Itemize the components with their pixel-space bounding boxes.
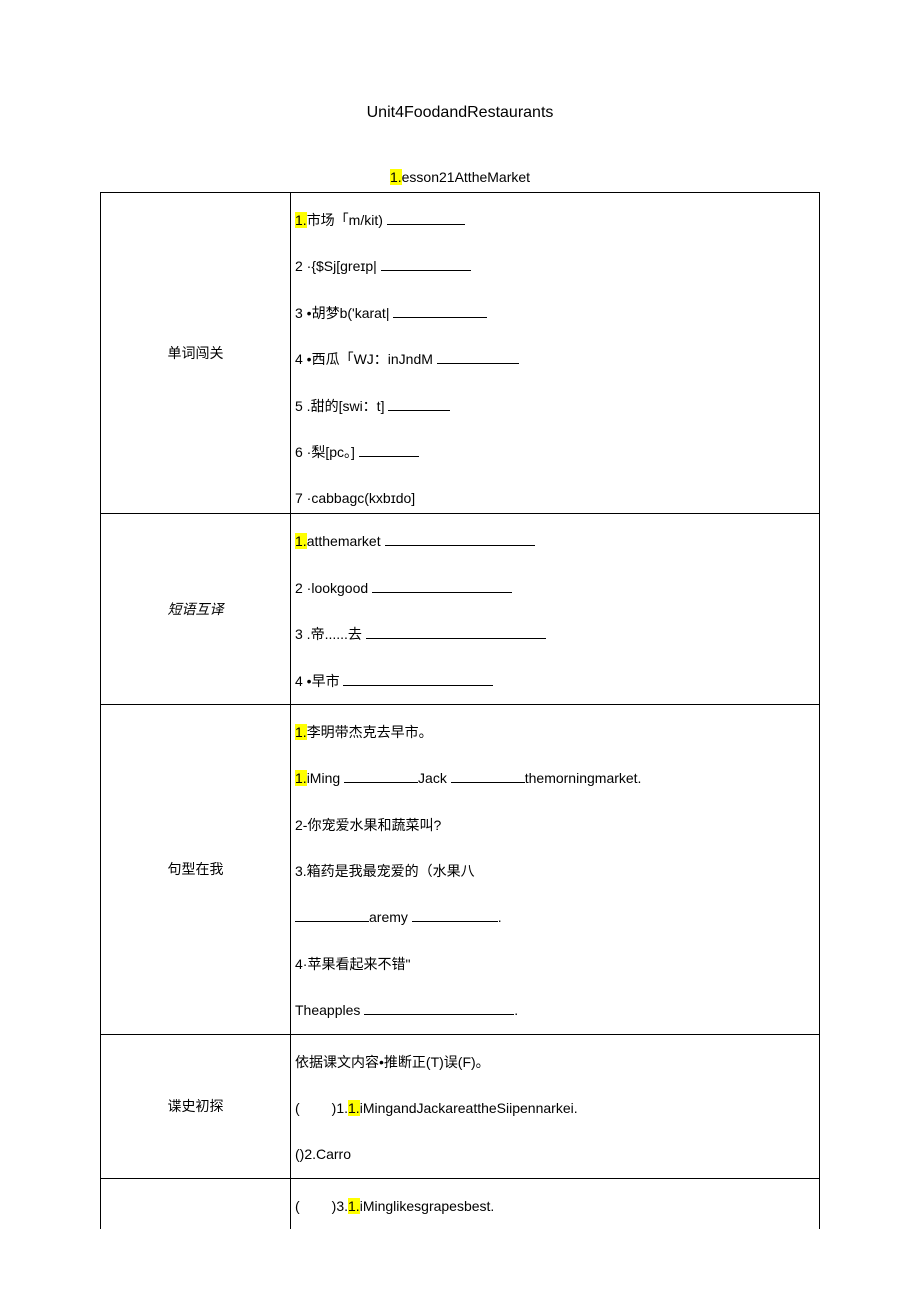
content-item: 2-你宠爱水果和蔬菜叫? (295, 814, 815, 836)
content-item: 3 •胡梦b('karat| (295, 302, 815, 324)
fill-blank[interactable] (385, 545, 535, 546)
fill-blank[interactable] (295, 921, 369, 922)
fill-blank[interactable] (393, 317, 487, 318)
fill-blank[interactable] (412, 921, 498, 922)
content-item: 3 .帝......去 (295, 623, 815, 645)
highlight: 1. (295, 724, 307, 740)
content-item: 2 ·lookgood (295, 577, 815, 599)
section-content: 依据课文内容•推断正(T)误(F)。 ()1.1.iMingandJackarea… (291, 1034, 820, 1178)
content-item: ()1.1.iMingandJackareattheSiipennarkei. (295, 1097, 815, 1119)
section-label: 谍史初探 (101, 1034, 291, 1178)
highlight: 1. (348, 1198, 360, 1214)
content-item: 依据课文内容•推断正(T)误(F)。 (295, 1051, 815, 1073)
content-item: 4 •早市 (295, 670, 815, 692)
highlight: 1. (295, 533, 307, 549)
fill-blank[interactable] (344, 782, 418, 783)
content-item: 1.iMing Jack themorningmarket. (295, 767, 815, 789)
content-item: aremy . (295, 906, 815, 928)
fill-blank[interactable] (437, 363, 519, 364)
content-item: ()3.1.iMinglikesgrapesbest. (295, 1195, 815, 1217)
worksheet-table: 单词闯关1.市场「m/kit) 2 ·{$Sj[greɪp| 3 •胡梦b('k… (100, 192, 820, 1229)
section-content: 1.李明带杰克去早市。 1.iMing Jack themorningmarket… (291, 704, 820, 1034)
subtitle-text: esson21AttheMarket (402, 169, 530, 185)
fill-blank[interactable] (451, 782, 525, 783)
fill-blank[interactable] (381, 270, 471, 271)
content-item: 3.箱药是我最宠爱的（水果八 (295, 860, 815, 882)
fill-blank[interactable] (372, 592, 512, 593)
content-item: 5 .甜的[swi：t] (295, 395, 815, 417)
page-subtitle: 1.esson21AttheMarket (100, 166, 820, 188)
section-label: 单词闯关 (101, 192, 291, 513)
fill-blank[interactable] (364, 1014, 514, 1015)
subtitle-highlight: 1. (390, 169, 402, 185)
section-content: 1.市场「m/kit) 2 ·{$Sj[greɪp| 3 •胡梦b('karat… (291, 192, 820, 513)
fill-blank[interactable] (366, 638, 546, 639)
content-item: 1.市场「m/kit) (295, 209, 815, 231)
fill-blank[interactable] (387, 224, 465, 225)
content-item: 2 ·{$Sj[greɪp| (295, 255, 815, 277)
content-item: 1.atthemarket (295, 530, 815, 552)
highlight: 1. (348, 1100, 360, 1116)
fill-blank[interactable] (359, 456, 419, 457)
page-title: Unit4FoodandRestaurants (100, 100, 820, 126)
content-item: 4 •西瓜「WJ：inJndM (295, 348, 815, 370)
content-item: 7 ·cabbagc(kxbɪdo] (295, 487, 815, 507)
content-item: 4·苹果看起来不错" (295, 953, 815, 975)
content-item: 1.李明带杰克去早市。 (295, 721, 815, 743)
content-item: Theapples . (295, 999, 815, 1021)
fill-blank[interactable] (343, 685, 493, 686)
content-item: 6 ·梨[pc。] (295, 441, 815, 463)
fill-blank[interactable] (388, 410, 450, 411)
section-label (101, 1178, 291, 1229)
highlight: 1. (295, 212, 307, 228)
section-label: 句型在我 (101, 704, 291, 1034)
section-content: ()3.1.iMinglikesgrapesbest. (291, 1178, 820, 1229)
section-label: 短语互译 (101, 514, 291, 705)
highlight: 1. (295, 770, 307, 786)
section-content: 1.atthemarket 2 ·lookgood 3 .帝......去 4 … (291, 514, 820, 705)
content-item: ()2.Carro (295, 1143, 815, 1165)
